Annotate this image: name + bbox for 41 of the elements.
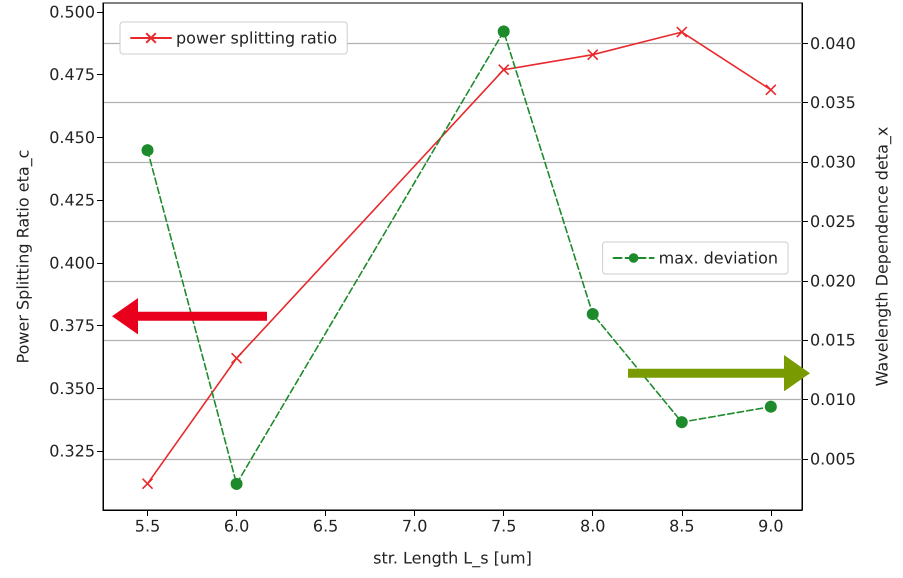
x-tick-label: 6.0: [224, 516, 250, 536]
point: [498, 26, 510, 38]
x-axis-title: str. Length L_s [um]: [373, 548, 532, 568]
point: [764, 400, 777, 413]
y-tick-label: 0.475: [49, 65, 95, 84]
x-tick-label: 9.0: [758, 516, 784, 536]
y-axis-title: Power Splitting Ratio eta_c: [14, 150, 32, 364]
y-tick-label: 0.450: [49, 128, 95, 147]
point: [498, 64, 510, 76]
point: [586, 48, 599, 60]
point: [230, 478, 243, 490]
point: [230, 352, 242, 364]
point: [676, 26, 688, 38]
point: [676, 416, 688, 428]
point: [586, 308, 599, 320]
y2-tick-label: 0.040: [810, 34, 856, 53]
point: [142, 144, 154, 156]
y-tick-label: 0.500: [49, 2, 95, 22]
x-tick-label: 8.5: [669, 516, 695, 536]
y-tick-label: 0.425: [49, 190, 95, 210]
y2-tick-label: 0.020: [810, 271, 856, 290]
point: [142, 478, 154, 490]
y2-tick-label: 0.005: [810, 449, 856, 468]
x-tick-label: 6.5: [312, 516, 338, 536]
y2-tick-label: 0.025: [810, 212, 856, 231]
y-tick-label: 0.350: [49, 378, 95, 398]
x-tick-label: 7.0: [402, 516, 428, 536]
legend-label: max. deviation: [658, 248, 778, 268]
y-tick-label: 0.400: [49, 253, 95, 272]
y2-tick-label: 0.035: [810, 93, 856, 112]
legend-label: power splitting ratio: [176, 28, 338, 48]
x-tick-label: 8.0: [580, 516, 606, 536]
y-tick-label: 0.325: [49, 442, 95, 461]
point: [765, 84, 777, 96]
y2-tick-label: 0.015: [810, 330, 856, 350]
y2-tick-label: 0.010: [810, 390, 856, 410]
y2-axis-title: Wavelength Dependence deta_x: [872, 126, 892, 386]
y2-tick-label: 0.030: [810, 152, 856, 172]
x-tick-label: 5.5: [134, 516, 160, 536]
x-tick-label: 7.5: [490, 516, 516, 536]
y-tick-label: 0.375: [49, 316, 95, 336]
